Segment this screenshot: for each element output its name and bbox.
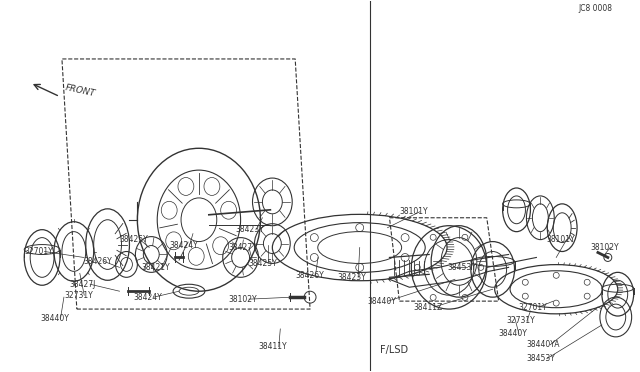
Text: 38440Y: 38440Y xyxy=(367,296,397,306)
Text: JC8 0008: JC8 0008 xyxy=(578,4,612,13)
Text: 38425Y: 38425Y xyxy=(120,235,148,244)
Text: 38411Z: 38411Z xyxy=(413,302,442,312)
Text: 38421Y: 38421Y xyxy=(141,263,170,272)
Text: 32731Y: 32731Y xyxy=(64,291,93,300)
Text: 38426Y: 38426Y xyxy=(84,257,113,266)
Text: 38453Y: 38453Y xyxy=(527,354,556,363)
Text: 38424Y: 38424Y xyxy=(133,293,162,302)
Text: FRONT: FRONT xyxy=(64,83,96,98)
Text: 38423Y: 38423Y xyxy=(338,273,367,282)
Text: 38102Y: 38102Y xyxy=(228,295,257,304)
Text: 38426Y: 38426Y xyxy=(295,271,324,280)
Text: 38427J: 38427J xyxy=(70,280,96,289)
Text: 38440Y: 38440Y xyxy=(40,314,69,324)
Text: 38411Y: 38411Y xyxy=(259,342,287,351)
Text: 38423Y: 38423Y xyxy=(236,225,264,234)
Text: 38101Y: 38101Y xyxy=(547,235,575,244)
Text: 38102Y: 38102Y xyxy=(590,243,619,252)
Text: 38440Y: 38440Y xyxy=(499,329,527,339)
Text: 38101Y: 38101Y xyxy=(399,207,428,216)
Text: 38424Y: 38424Y xyxy=(169,241,198,250)
Text: 32701Y: 32701Y xyxy=(24,247,53,256)
Text: 38427Y: 38427Y xyxy=(228,243,257,252)
Text: 38440YA: 38440YA xyxy=(527,340,560,349)
Text: 38453Y: 38453Y xyxy=(447,263,476,272)
Text: 38425Y: 38425Y xyxy=(248,259,277,268)
Text: F/LSD: F/LSD xyxy=(380,345,408,355)
Text: 32731Y: 32731Y xyxy=(507,317,535,326)
Text: 32701Y: 32701Y xyxy=(518,302,547,312)
